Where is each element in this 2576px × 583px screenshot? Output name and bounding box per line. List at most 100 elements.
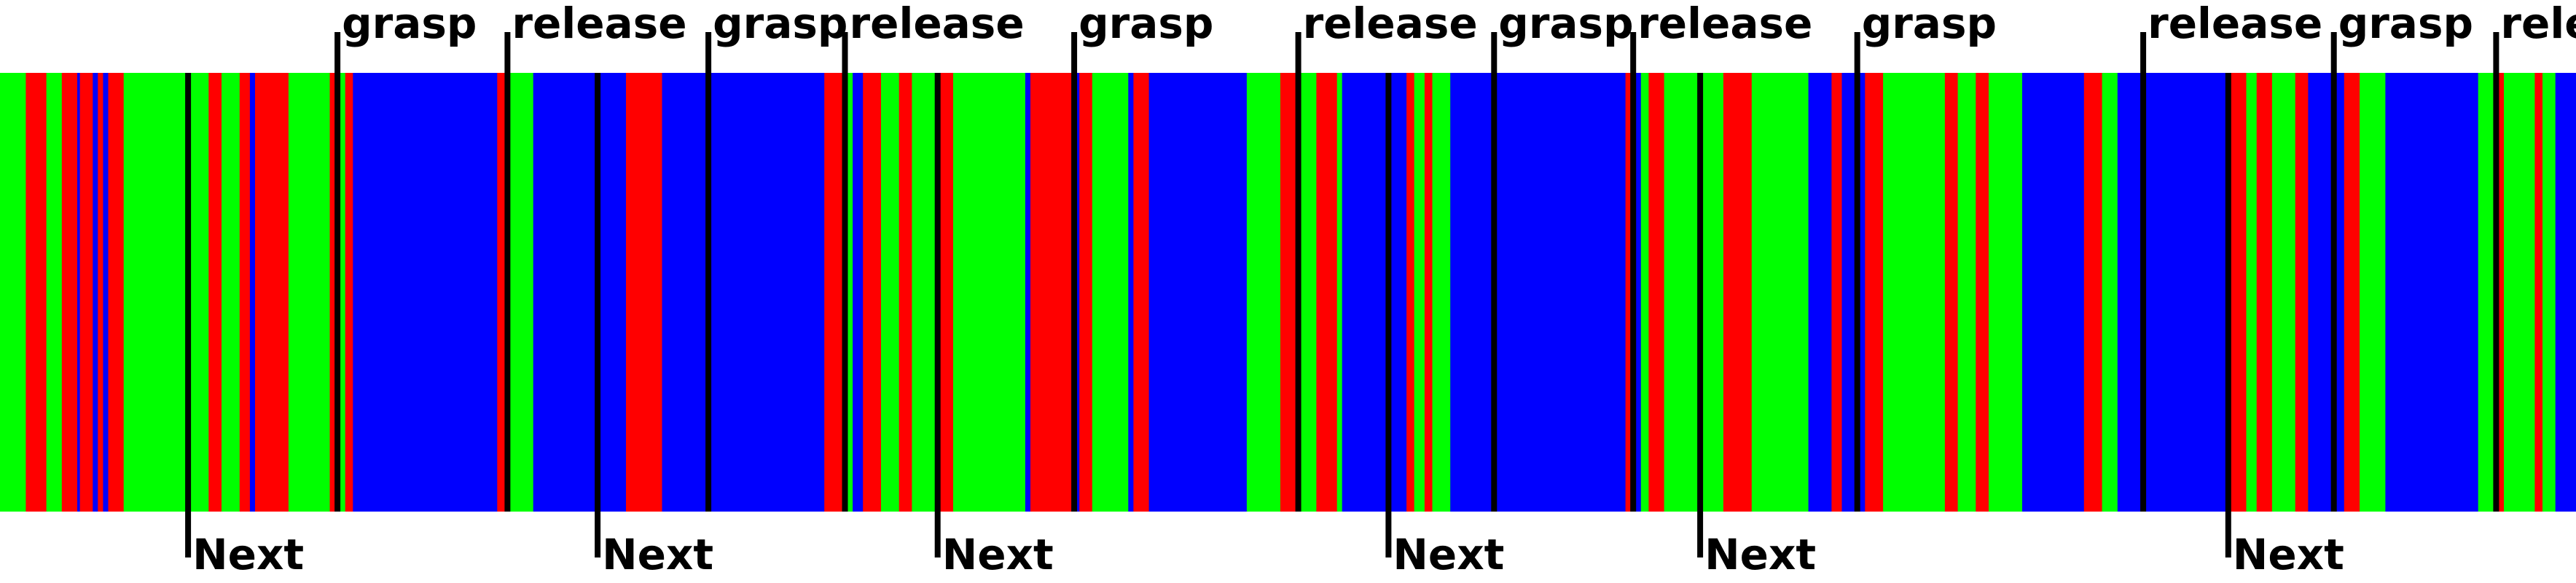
segment-bar: [0, 73, 2576, 512]
event-label: grasp: [2338, 0, 2473, 48]
segment-blue: [1841, 73, 1866, 512]
segment-blue: [103, 73, 109, 512]
segment-red: [1865, 73, 1884, 512]
segment-blue: [77, 73, 81, 512]
segment-red: [497, 73, 506, 512]
segment-red: [1944, 73, 1959, 512]
event-label: grasp: [1862, 0, 1997, 48]
segment-green: [1989, 73, 2023, 512]
segment-red: [899, 73, 912, 512]
segment-red: [1030, 73, 1073, 512]
segment-blue: [2555, 73, 2576, 512]
upper-event-marker: release: [504, 0, 687, 512]
segment-red: [2295, 73, 2309, 512]
segment-green: [1751, 73, 1809, 512]
segment-green: [2504, 73, 2535, 512]
upper-event-marker: release: [2140, 0, 2322, 512]
segment-green: [2542, 73, 2556, 512]
segment-green: [1414, 73, 1425, 512]
segment-blue: [2308, 73, 2345, 512]
segment-red: [1976, 73, 1989, 512]
segment-red: [863, 73, 882, 512]
segment-green: [1957, 73, 1976, 512]
segment-blue: [1633, 73, 1642, 512]
segment-blue: [533, 73, 627, 512]
segment-green: [1664, 73, 1724, 512]
segment-red: [2083, 73, 2103, 512]
lower-event-marker: Next: [1385, 73, 1504, 579]
segment-red: [2344, 73, 2360, 512]
segment-red: [239, 73, 251, 512]
next-label: Next: [2233, 530, 2344, 579]
segment-blue: [2117, 73, 2226, 512]
segment-green: [123, 73, 209, 512]
segment-red: [79, 73, 93, 512]
upper-event-marker: grasp: [1854, 0, 1997, 512]
event-label: grasp: [342, 0, 477, 48]
segment-red: [1648, 73, 1665, 512]
segment-red: [61, 73, 78, 512]
segment-green: [912, 73, 939, 512]
segment-red: [937, 73, 954, 512]
upper-event-marker: grasp: [1491, 0, 1634, 512]
next-label: Next: [192, 530, 304, 579]
segment-blue: [2385, 73, 2479, 512]
segment-green: [337, 73, 346, 512]
segment-green: [509, 73, 534, 512]
event-label: grasp: [713, 0, 847, 48]
segment-blue: [353, 73, 498, 512]
segment-red: [98, 73, 103, 512]
segment-blue: [1808, 73, 1832, 512]
upper-event-marker: release: [842, 0, 1025, 512]
segment-green: [953, 73, 1026, 512]
segment-red: [2256, 73, 2273, 512]
lower-event-marker: Next: [934, 73, 1054, 579]
segment-red: [208, 73, 222, 512]
lower-event-marker: Next: [595, 73, 713, 579]
event-label: grasp: [1498, 0, 1633, 48]
next-label: Next: [602, 530, 713, 579]
upper-event-marker: rele: [2493, 0, 2576, 512]
segment-blue: [1148, 73, 1248, 512]
segment-green: [2271, 73, 2296, 512]
segment-green: [2246, 73, 2258, 512]
event-label: release: [850, 0, 1025, 48]
segment-green: [1092, 73, 1129, 512]
segment-red: [345, 73, 353, 512]
segment-green: [2102, 73, 2118, 512]
lower-event-marker: Next: [185, 73, 304, 579]
segment-red: [1316, 73, 1338, 512]
upper-event-marker: grasp: [2330, 0, 2473, 512]
segment-green: [46, 73, 63, 512]
segment-red: [1079, 73, 1093, 512]
segment-red: [2534, 73, 2543, 512]
upper-event-marker: grasp: [334, 0, 477, 512]
segment-blue: [1342, 73, 1407, 512]
event-label: release: [1303, 0, 1478, 48]
segment-blue: [249, 73, 256, 512]
upper-event-marker: grasp: [1071, 0, 1213, 512]
segment-green: [1298, 73, 1317, 512]
event-label: release: [2148, 0, 2322, 48]
segment-blue: [1128, 73, 1134, 512]
segment-blue: [93, 73, 98, 512]
segment-green: [881, 73, 900, 512]
segment-green: [1432, 73, 1451, 512]
segment-green: [1246, 73, 1281, 512]
event-label: rele: [2500, 0, 2576, 48]
segment-red: [1831, 73, 1843, 512]
segment-blue: [1450, 73, 1626, 512]
segment-red: [1406, 73, 1415, 512]
segment-green: [1336, 73, 1343, 512]
event-markers: grasp release grasp release grasp release gras…: [185, 0, 2576, 579]
next-label: Next: [1704, 530, 1816, 579]
segment-red: [1424, 73, 1433, 512]
segment-green: [2360, 73, 2387, 512]
segment-blue: [853, 73, 864, 512]
segment-green: [1883, 73, 1946, 512]
segment-red: [1625, 73, 1634, 512]
event-label: release: [512, 0, 686, 48]
segment-red: [824, 73, 846, 512]
segment-red: [329, 73, 338, 512]
